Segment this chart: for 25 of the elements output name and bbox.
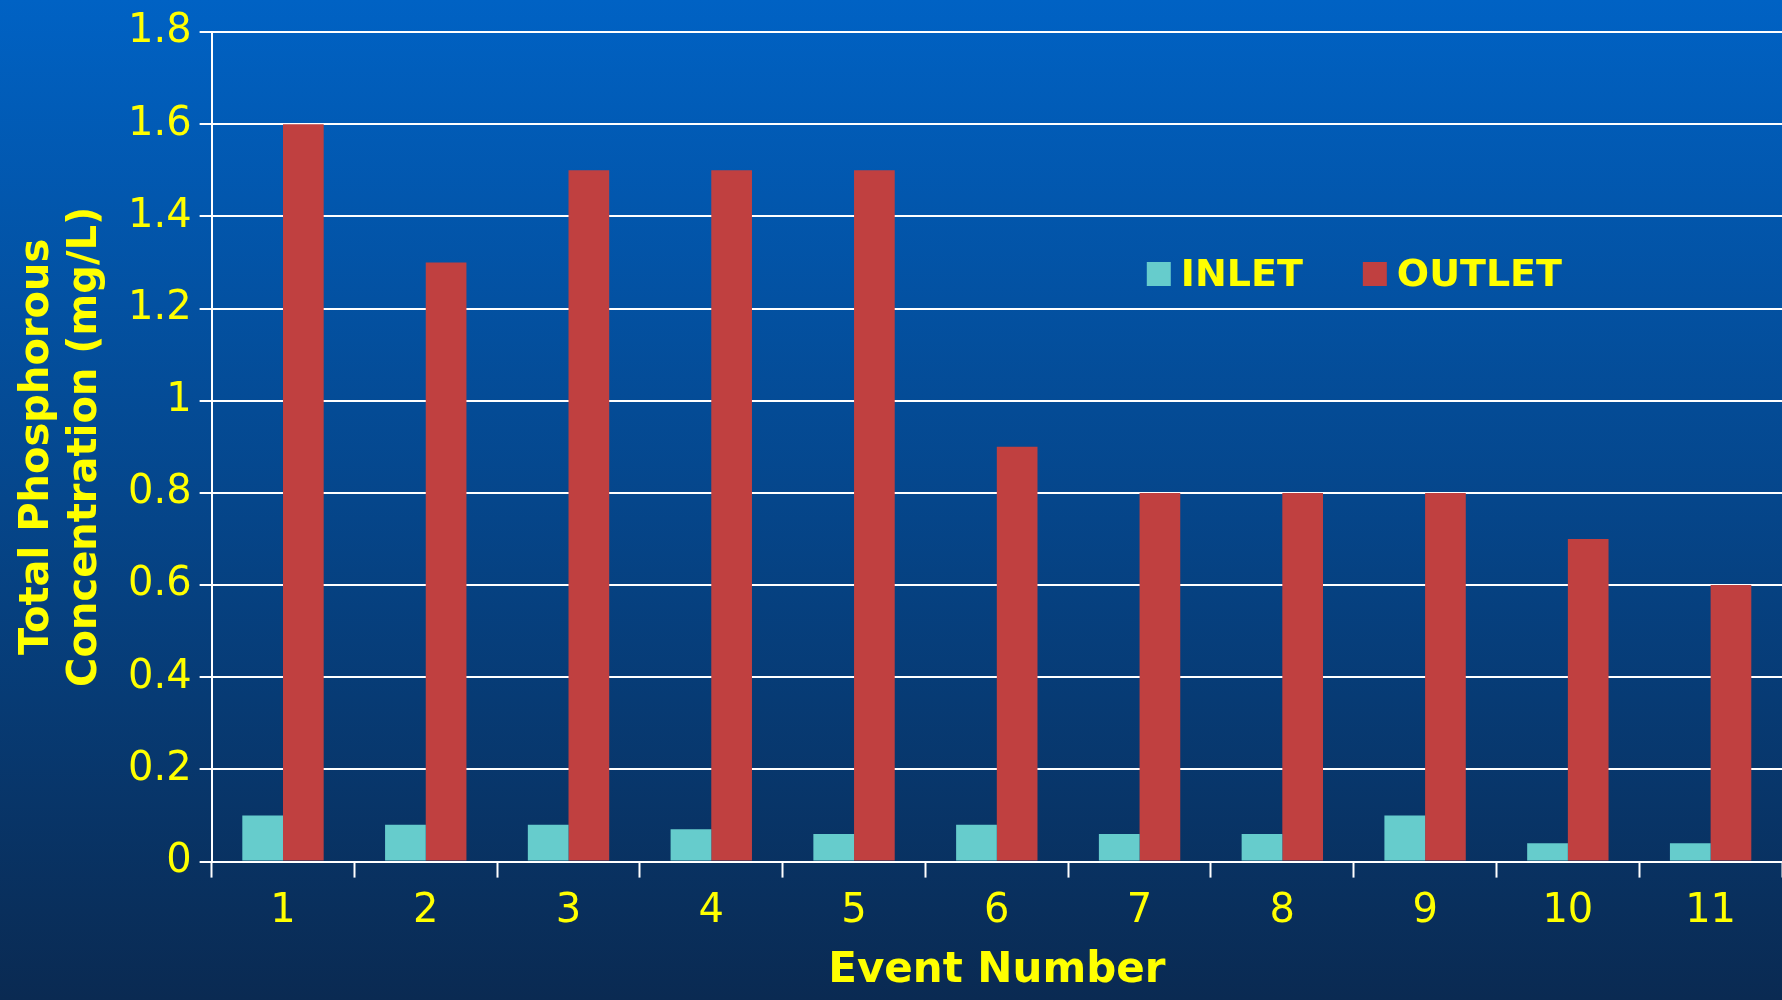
x-tick-label: 11: [1685, 884, 1737, 931]
x-axis-title: Event Number: [828, 942, 1166, 992]
x-tick-label: 2: [413, 884, 439, 931]
y-tick-label: 1: [166, 374, 192, 421]
x-tick-label: 5: [841, 884, 867, 931]
x-tick-label: 8: [1269, 884, 1296, 931]
x-tick-label: 6: [984, 884, 1010, 931]
x-tick-label: 3: [555, 884, 582, 931]
y-tick-label: 0.8: [127, 466, 192, 513]
y-tick-label: 0: [166, 834, 192, 881]
x-tick-label: 1: [270, 884, 296, 931]
y-tick-label: 0.4: [127, 650, 192, 697]
legend-label: OUTLET: [1396, 250, 1563, 295]
y-tick-label: 1.6: [127, 97, 192, 144]
y-tick-label: 1.2: [127, 281, 192, 328]
x-tick-label: 9: [1412, 884, 1438, 931]
x-tick-label: 7: [1126, 884, 1153, 931]
x-tick-label: 4: [698, 884, 725, 931]
y-tick-label: 0.6: [127, 558, 192, 605]
y-tick-label: 1.4: [127, 189, 192, 236]
y-axis-title: Total Phosphorous Concentration (mg/L): [11, 206, 106, 687]
y-tick-label: 1.8: [127, 5, 192, 52]
y-tick-label: 0.2: [127, 742, 192, 789]
legend-label: INLET: [1180, 250, 1303, 295]
x-tick-label: 10: [1542, 884, 1594, 931]
